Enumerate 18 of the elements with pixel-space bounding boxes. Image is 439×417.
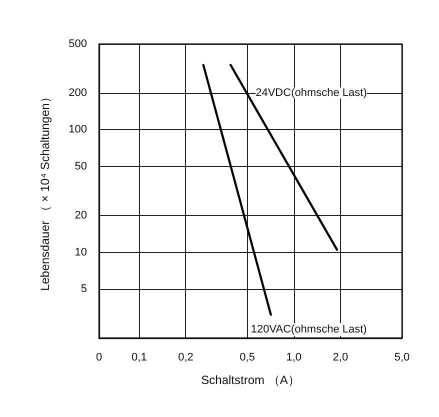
y-tick-label: 20 xyxy=(74,209,87,222)
x-tick-label: 0 xyxy=(96,352,102,364)
x-tick-label: 0,5 xyxy=(240,352,255,364)
y-tick-label: 200 xyxy=(68,86,87,99)
y-tick-label: 5 xyxy=(80,283,87,296)
y-tick-label: 50 xyxy=(74,160,87,173)
x-axis-title: Schaltstrom （A） xyxy=(201,373,300,387)
series-label: 120VAC(ohmsche Last) xyxy=(250,324,367,336)
x-tick-label: 0,2 xyxy=(178,352,194,364)
y-tick-label: 500 xyxy=(68,38,87,50)
x-tick-label: 1,0 xyxy=(286,352,302,364)
x-tick-label: 2,0 xyxy=(332,352,348,364)
x-tick-label: 0,1 xyxy=(132,352,147,364)
series-label: 24VDC(ohmsche Last) xyxy=(256,87,367,100)
y-axis-title: Lebensdauer （ × 10⁴ Schaltungen） xyxy=(38,91,52,291)
x-tick-label: 5,0 xyxy=(394,352,410,364)
y-tick-label: 10 xyxy=(74,246,87,258)
y-tick-label: 100 xyxy=(68,124,87,136)
